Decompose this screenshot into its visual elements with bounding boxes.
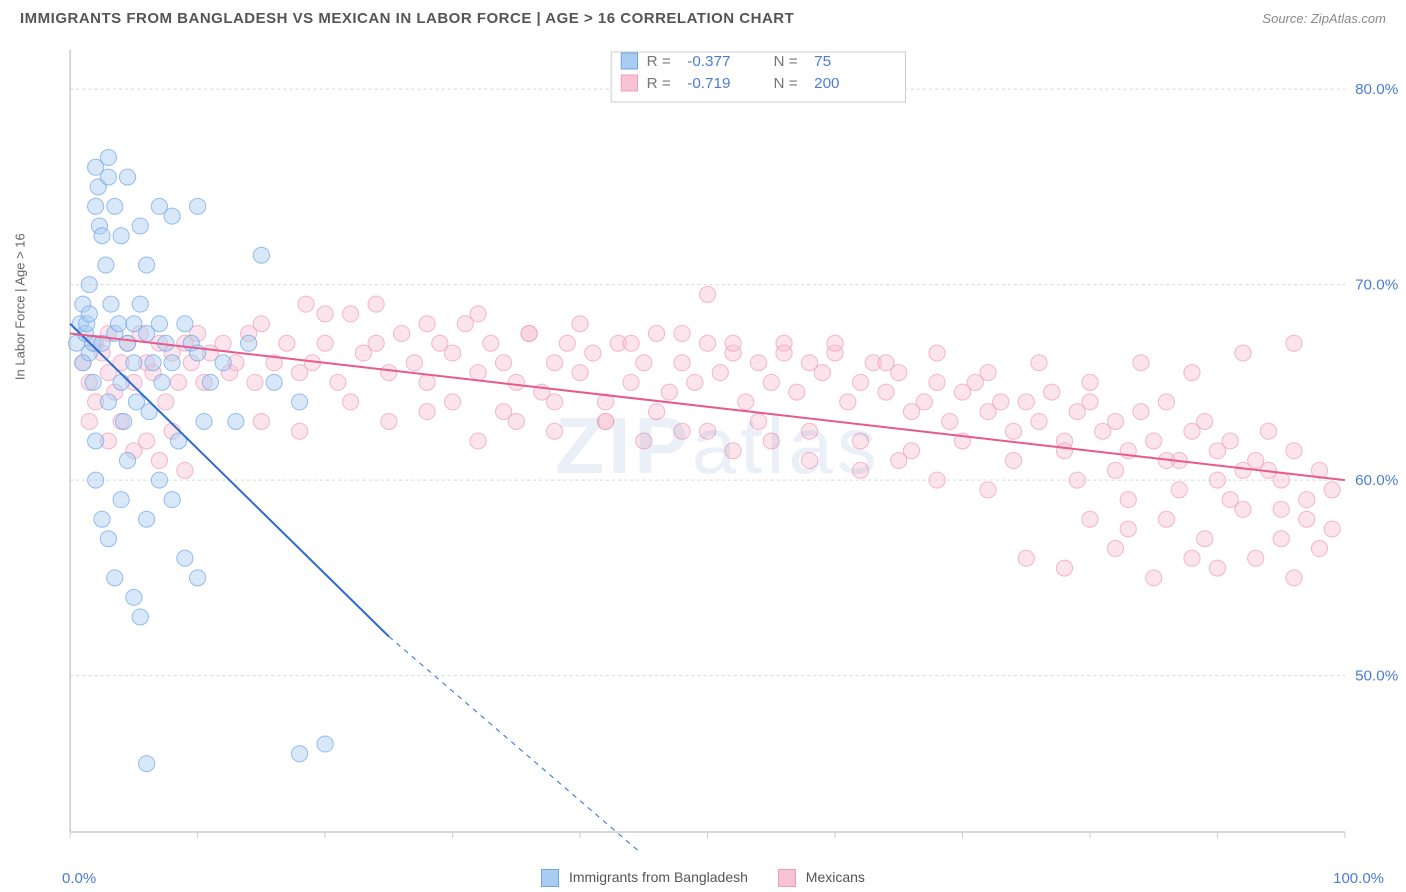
source: Source: ZipAtlas.com — [1262, 11, 1386, 26]
legend-label-bangladesh: Immigrants from Bangladesh — [569, 869, 748, 885]
svg-text:N =: N = — [774, 53, 798, 70]
svg-text:200: 200 — [814, 75, 839, 92]
svg-text:R =: R = — [647, 53, 671, 70]
svg-text:70.0%: 70.0% — [1355, 277, 1398, 294]
legend-swatch-mexicans — [778, 869, 796, 887]
chart-area: In Labor Force | Age > 16 50.0%60.0%70.0… — [40, 40, 1396, 852]
scatter-chart: 50.0% 60.0% 70.0% 80.0% R = -0.377 N = 75 R = -0.… — [60, 40, 1406, 852]
source-label: Source: — [1262, 11, 1307, 26]
legend-item-mexicans: Mexicans — [778, 869, 865, 887]
legend-swatch-bangladesh — [541, 869, 559, 887]
svg-text:75: 75 — [814, 53, 831, 70]
chart-title: IMMIGRANTS FROM BANGLADESH VS MEXICAN IN… — [20, 10, 794, 27]
svg-text:N =: N = — [774, 75, 798, 92]
svg-text:R =: R = — [647, 75, 671, 92]
svg-text:-0.377: -0.377 — [687, 53, 730, 70]
source-name: ZipAtlas.com — [1311, 11, 1386, 26]
svg-text:50.0%: 50.0% — [1355, 668, 1398, 685]
legend-item-bangladesh: Immigrants from Bangladesh — [541, 869, 748, 887]
y-axis-label: In Labor Force | Age > 16 — [13, 233, 28, 380]
svg-text:80.0%: 80.0% — [1355, 81, 1398, 98]
legend-label-mexicans: Mexicans — [806, 869, 865, 885]
svg-text:-0.719: -0.719 — [687, 75, 730, 92]
header: IMMIGRANTS FROM BANGLADESH VS MEXICAN IN… — [0, 0, 1406, 27]
svg-text:60.0%: 60.0% — [1355, 472, 1398, 489]
legend-bottom: Immigrants from Bangladesh Mexicans — [0, 869, 1406, 887]
